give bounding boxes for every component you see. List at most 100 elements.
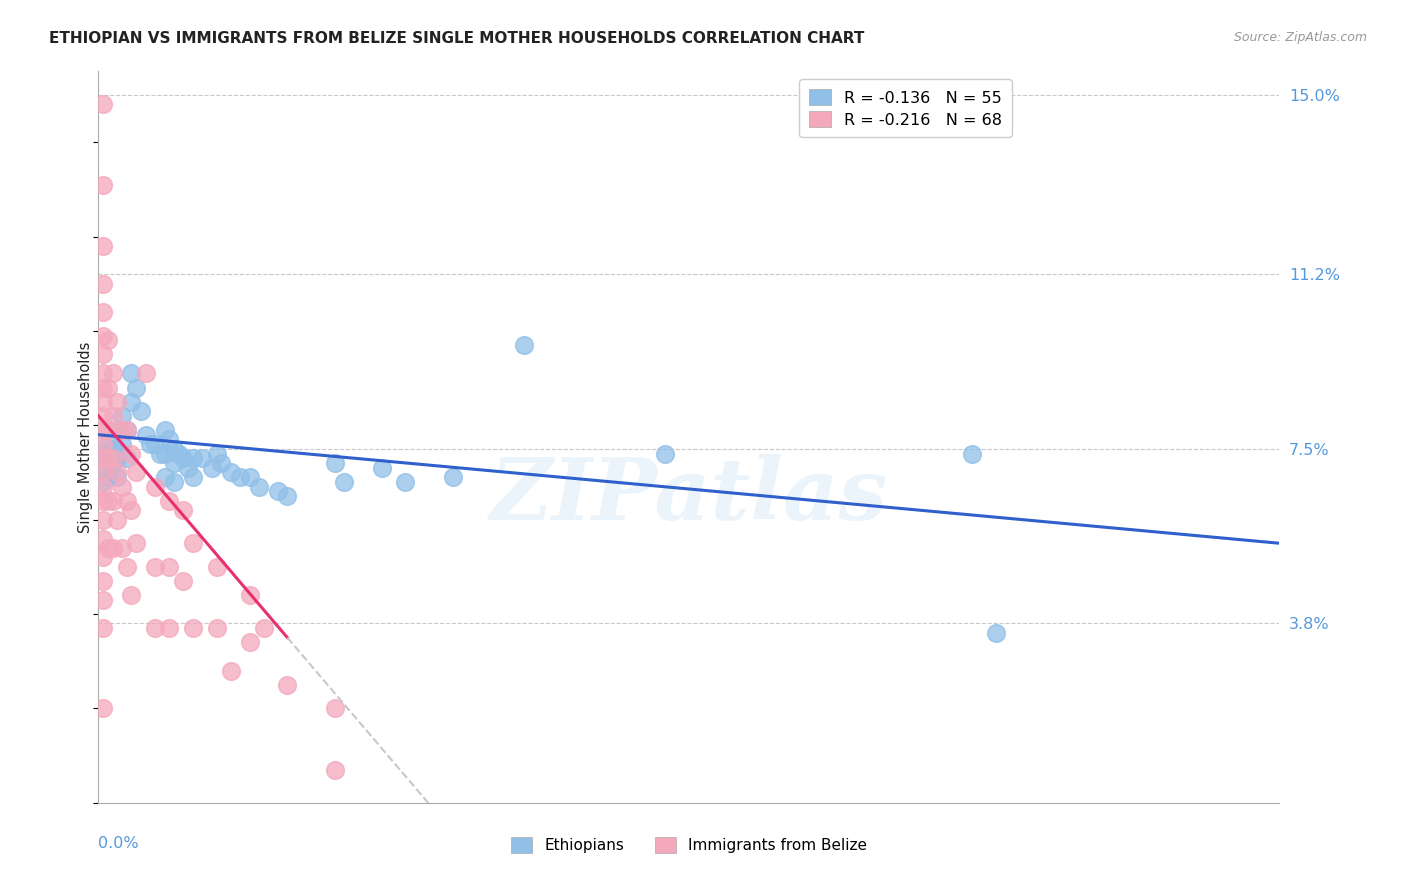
- Point: [172, 451, 194, 466]
- Point: [97, 451, 120, 466]
- Point: [91, 347, 114, 361]
- Point: [139, 437, 162, 451]
- Point: [267, 484, 290, 499]
- Point: [253, 621, 276, 635]
- Point: [111, 409, 134, 423]
- Point: [157, 433, 180, 447]
- Point: [91, 466, 114, 480]
- Point: [97, 470, 120, 484]
- Point: [115, 423, 138, 437]
- Point: [125, 466, 148, 480]
- Point: [167, 447, 190, 461]
- Point: [91, 550, 114, 565]
- Point: [91, 380, 114, 394]
- Point: [984, 626, 1007, 640]
- Text: Source: ZipAtlas.com: Source: ZipAtlas.com: [1233, 31, 1367, 45]
- Point: [91, 480, 114, 494]
- Point: [97, 493, 120, 508]
- Point: [181, 536, 204, 550]
- Y-axis label: Single Mother Households: Single Mother Households: [77, 342, 93, 533]
- Point: [97, 437, 120, 451]
- Point: [105, 466, 128, 480]
- Point: [115, 559, 138, 574]
- Point: [91, 532, 114, 546]
- Point: [157, 621, 180, 635]
- Point: [125, 380, 148, 394]
- Point: [91, 447, 114, 461]
- Point: [201, 460, 224, 475]
- Point: [205, 559, 228, 574]
- Point: [105, 423, 128, 437]
- Point: [97, 451, 120, 466]
- Point: [121, 367, 143, 381]
- Point: [91, 460, 114, 475]
- Point: [91, 394, 114, 409]
- Point: [323, 701, 346, 715]
- Point: [91, 475, 114, 489]
- Point: [91, 423, 114, 437]
- Point: [163, 475, 186, 489]
- Point: [276, 678, 298, 692]
- Point: [91, 409, 114, 423]
- Point: [97, 541, 120, 555]
- Point: [172, 574, 194, 588]
- Point: [371, 460, 394, 475]
- Point: [276, 489, 298, 503]
- Point: [105, 394, 128, 409]
- Point: [239, 470, 262, 484]
- Point: [91, 178, 114, 192]
- Point: [205, 447, 228, 461]
- Point: [101, 451, 124, 466]
- Point: [101, 541, 124, 555]
- Point: [157, 559, 180, 574]
- Point: [105, 470, 128, 484]
- Point: [101, 442, 124, 456]
- Text: ZIPatlas: ZIPatlas: [489, 454, 889, 537]
- Point: [135, 367, 157, 381]
- Point: [101, 493, 124, 508]
- Point: [115, 451, 138, 466]
- Point: [91, 305, 114, 319]
- Point: [143, 437, 166, 451]
- Point: [121, 447, 143, 461]
- Point: [91, 239, 114, 253]
- Point: [163, 456, 186, 470]
- Point: [153, 470, 176, 484]
- Point: [101, 409, 124, 423]
- Text: 0.0%: 0.0%: [98, 836, 139, 851]
- Point: [135, 427, 157, 442]
- Point: [115, 493, 138, 508]
- Point: [121, 588, 143, 602]
- Point: [97, 380, 120, 394]
- Point: [111, 423, 134, 437]
- Point: [157, 493, 180, 508]
- Point: [91, 513, 114, 527]
- Legend: Ethiopians, Immigrants from Belize: Ethiopians, Immigrants from Belize: [503, 830, 875, 861]
- Point: [163, 442, 186, 456]
- Point: [121, 394, 143, 409]
- Point: [143, 559, 166, 574]
- Point: [181, 451, 204, 466]
- Point: [323, 763, 346, 777]
- Point: [181, 470, 204, 484]
- Point: [239, 635, 262, 649]
- Point: [394, 475, 416, 489]
- Point: [219, 466, 242, 480]
- Point: [153, 447, 176, 461]
- Point: [91, 277, 114, 291]
- Point: [247, 480, 270, 494]
- Point: [172, 503, 194, 517]
- Point: [512, 338, 534, 352]
- Point: [219, 664, 242, 678]
- Point: [654, 447, 676, 461]
- Point: [333, 475, 356, 489]
- Point: [91, 701, 114, 715]
- Point: [149, 447, 172, 461]
- Point: [143, 621, 166, 635]
- Point: [91, 451, 114, 466]
- Point: [323, 456, 346, 470]
- Point: [111, 541, 134, 555]
- Point: [91, 493, 114, 508]
- Point: [91, 593, 114, 607]
- Point: [129, 404, 152, 418]
